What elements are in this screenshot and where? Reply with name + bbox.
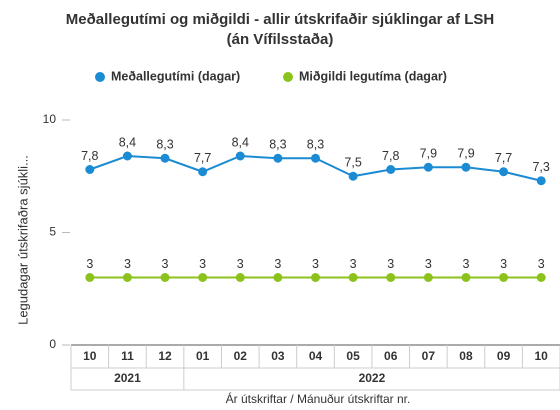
data-label: 7,8	[382, 149, 399, 163]
point	[348, 171, 358, 181]
point	[311, 273, 320, 282]
data-label: 3	[500, 257, 507, 271]
data-label: 3	[199, 257, 206, 271]
data-label: 3	[237, 257, 244, 271]
data-label: 8,4	[119, 135, 136, 149]
y-tick-label: 0	[49, 337, 56, 351]
point	[461, 273, 471, 282]
x-tick-label: 02	[234, 349, 248, 363]
data-label: 7,7	[194, 151, 211, 165]
point	[386, 273, 396, 282]
point	[160, 273, 170, 282]
point	[122, 273, 132, 282]
point	[461, 162, 471, 172]
point	[198, 273, 208, 282]
point	[198, 167, 208, 177]
point	[85, 165, 95, 174]
x-tick-label: 01	[196, 349, 210, 363]
data-label: 3	[162, 257, 169, 271]
x-tick-label: 09	[497, 349, 511, 363]
point	[536, 273, 546, 282]
data-label: 3	[86, 257, 93, 271]
chart-title: Meðallegutími og miðgildi - allir útskri…	[66, 11, 494, 48]
x-tick-label: 05	[346, 349, 360, 363]
data-label: 7,3	[532, 160, 549, 174]
x-axis-label: Ár útskriftar / Mánuður útskriftar nr.	[226, 391, 411, 406]
point	[273, 273, 283, 282]
point	[122, 151, 132, 161]
x-group-label: 2021	[114, 371, 141, 385]
data-label: 8,3	[307, 138, 324, 152]
x-tick-label: 07	[422, 349, 436, 363]
data-label: 3	[124, 257, 131, 271]
data-label: 3	[312, 257, 319, 271]
data-label: 8,3	[269, 138, 286, 152]
data-label: 3	[538, 257, 545, 271]
point	[273, 153, 283, 163]
data-label: 7,9	[457, 147, 474, 161]
point	[235, 273, 245, 282]
y-tick-label: 5	[49, 225, 56, 239]
point	[423, 162, 433, 172]
data-label: 8,3	[156, 138, 173, 152]
y-tick-label: 10	[43, 112, 57, 126]
point	[423, 273, 433, 282]
point	[499, 273, 509, 282]
x-group-label: 2022	[359, 371, 386, 385]
x-tick-label: 11	[121, 349, 134, 363]
data-label: 3	[350, 257, 357, 271]
data-label: 7,7	[495, 151, 512, 165]
data-label: 7,5	[344, 156, 361, 170]
data-label: 3	[387, 257, 394, 271]
point	[348, 273, 358, 282]
x-tick-label: 08	[459, 349, 473, 363]
legend-label: Meðallegutími (dagar)	[111, 69, 240, 83]
legend-marker	[95, 72, 105, 82]
point	[499, 167, 509, 177]
data-label: 3	[274, 257, 281, 271]
x-tick-label: 03	[271, 349, 285, 363]
point	[536, 176, 546, 186]
point	[85, 273, 95, 282]
x-tick-label: 06	[384, 349, 398, 363]
x-tick-label: 10	[535, 349, 549, 363]
x-tick-label: 12	[158, 349, 172, 363]
data-label: 3	[462, 257, 469, 271]
y-axis-label: Legudagar útskrifaðra sjúkli...	[15, 155, 30, 325]
legend-marker	[283, 72, 293, 82]
point	[386, 165, 396, 174]
point	[160, 153, 170, 163]
x-tick-label: 10	[83, 349, 97, 363]
point	[311, 153, 320, 163]
data-label: 7,9	[420, 147, 437, 161]
data-label: 7,8	[81, 149, 98, 163]
x-tick-label: 04	[309, 349, 323, 363]
legend-label: Miðgildi legutíma (dagar)	[299, 69, 447, 83]
data-label: 3	[425, 257, 432, 271]
data-label: 8,4	[232, 135, 249, 149]
point	[235, 151, 245, 161]
